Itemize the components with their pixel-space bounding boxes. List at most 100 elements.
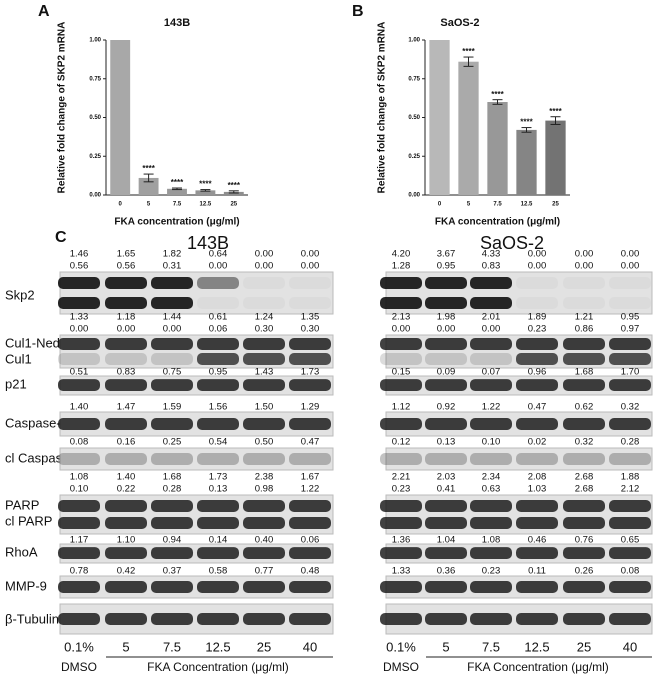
protein-label: Cul1 — [5, 351, 32, 366]
quant-value: 1.47 — [117, 402, 136, 413]
y-tick-label: 0.00 — [89, 193, 101, 199]
y-tick-label: 0.50 — [408, 115, 420, 121]
quant-value: 0.61 — [209, 312, 228, 323]
quant-value: 1.36 — [392, 535, 411, 546]
quant-value: 1.59 — [163, 402, 182, 413]
quant-value: 1.08 — [482, 535, 501, 546]
quant-value: 0.00 — [163, 324, 182, 335]
quant-value: 0.64 — [209, 249, 228, 260]
quant-value: 4.33 — [482, 249, 501, 260]
y-tick-label: 1.00 — [89, 38, 101, 44]
band — [516, 517, 558, 529]
band — [380, 547, 422, 559]
quant-value: 0.48 — [301, 566, 320, 577]
band — [563, 353, 605, 365]
quant-value: 0.77 — [255, 566, 274, 577]
quant-value: 0.10 — [70, 484, 89, 495]
significance: **** — [462, 47, 475, 56]
quant-value: 0.16 — [117, 437, 136, 448]
band — [105, 547, 147, 559]
band — [563, 547, 605, 559]
quant-value: 0.83 — [482, 261, 501, 272]
quant-value: 2.03 — [437, 472, 456, 483]
band — [516, 338, 558, 350]
quant-value: 2.08 — [528, 472, 547, 483]
protein-label: Caspase-3 — [5, 415, 68, 430]
band — [151, 277, 193, 289]
significance: **** — [228, 181, 241, 190]
band — [563, 581, 605, 593]
lane-label: 12.5 — [524, 639, 549, 654]
quant-value: 0.06 — [209, 324, 228, 335]
quant-value: 0.47 — [301, 437, 320, 448]
band — [243, 500, 285, 512]
quant-value: 0.23 — [482, 566, 501, 577]
band — [289, 453, 331, 465]
band — [151, 297, 193, 309]
band — [425, 581, 467, 593]
band — [516, 581, 558, 593]
quant-value: 1.65 — [117, 249, 136, 260]
band — [197, 418, 239, 430]
quant-value: 0.00 — [528, 249, 547, 260]
quant-value: 1.12 — [392, 402, 411, 413]
band — [380, 613, 422, 625]
quant-value: 2.34 — [482, 472, 501, 483]
band — [563, 453, 605, 465]
band — [425, 338, 467, 350]
band — [380, 500, 422, 512]
treatment-label: FKA Concentration (μg/ml) — [147, 660, 289, 674]
quant-value: 0.32 — [575, 437, 594, 448]
quant-value: 0.31 — [163, 261, 182, 272]
x-tick-label: 0 — [438, 202, 442, 208]
band — [609, 613, 651, 625]
lane-label: 7.5 — [482, 639, 500, 654]
quant-value: 1.50 — [255, 402, 274, 413]
band — [470, 517, 512, 529]
quant-value: 1.29 — [301, 402, 320, 413]
band — [380, 581, 422, 593]
band — [243, 277, 285, 289]
quant-value: 1.73 — [209, 472, 228, 483]
quant-value: 0.11 — [528, 566, 546, 577]
quant-value: 0.00 — [575, 249, 594, 260]
band — [470, 453, 512, 465]
band — [470, 353, 512, 365]
quant-value: 0.98 — [255, 484, 274, 495]
quant-value: 1.68 — [575, 367, 594, 378]
band — [425, 379, 467, 391]
band — [425, 613, 467, 625]
band — [470, 277, 512, 289]
band — [58, 547, 100, 559]
band — [470, 418, 512, 430]
quant-value: 0.00 — [437, 324, 456, 335]
quant-value: 1.24 — [255, 312, 274, 323]
quant-value: 1.40 — [70, 402, 89, 413]
quant-value: 0.00 — [209, 261, 228, 272]
band — [470, 338, 512, 350]
band — [151, 418, 193, 430]
bar — [167, 188, 187, 195]
band — [243, 297, 285, 309]
band — [243, 547, 285, 559]
quant-value: 2.68 — [575, 484, 594, 495]
band — [563, 500, 605, 512]
quant-value: 0.94 — [163, 535, 182, 546]
band — [105, 338, 147, 350]
band — [380, 353, 422, 365]
band — [151, 581, 193, 593]
band — [516, 277, 558, 289]
quant-value: 0.15 — [392, 367, 411, 378]
blot — [59, 447, 334, 471]
x-tick-label: 12.5 — [200, 202, 212, 208]
band — [425, 453, 467, 465]
band — [380, 517, 422, 529]
lane-label: 25 — [577, 639, 591, 654]
band — [58, 453, 100, 465]
quant-value: 0.00 — [70, 324, 89, 335]
y-tick-label: 0.25 — [408, 154, 420, 160]
quant-value: 0.08 — [621, 566, 640, 577]
band — [105, 613, 147, 625]
band — [105, 517, 147, 529]
band — [58, 613, 100, 625]
